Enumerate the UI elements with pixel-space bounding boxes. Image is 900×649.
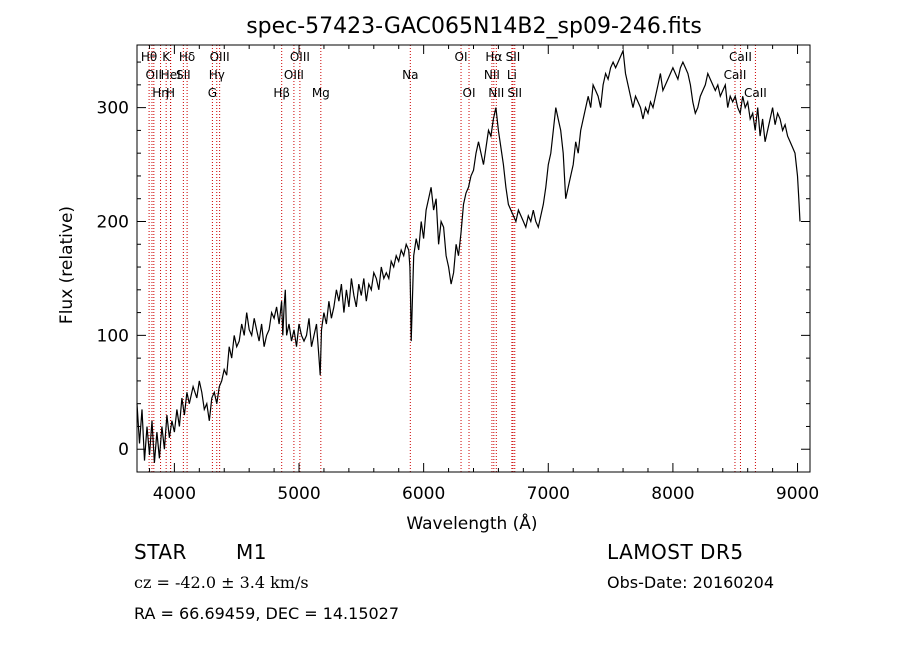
y-tick-label: 300 — [97, 99, 129, 119]
x-tick-label: 4000 — [153, 484, 196, 504]
object-class: STAR — [134, 540, 187, 564]
x-tick-label: 5000 — [277, 484, 320, 504]
line-marker-label: OI — [455, 50, 468, 64]
line-marker-label: NII — [488, 86, 504, 100]
axis-ticks: 4000 5000 6000 7000 8000 9000 0 100 200 300 — [97, 45, 819, 504]
line-marker-label: CaII — [729, 50, 752, 64]
line-marker-label: G — [208, 86, 217, 100]
y-axis-label: Flux (relative) — [57, 206, 77, 324]
observation-date: Obs-Date: 20160204 — [607, 573, 775, 592]
line-marker-label: NII — [484, 68, 500, 82]
spectrum-line — [136, 48, 801, 463]
line-marker-label: OIII — [210, 50, 230, 64]
line-marker-label: CaII — [724, 68, 747, 82]
line-marker-label: Na — [402, 68, 418, 82]
coordinates-readout: RA = 66.69459, DEC = 14.15027 — [134, 604, 400, 623]
line-marker-label: Hα — [485, 50, 502, 64]
line-marker-label: OIII — [284, 68, 304, 82]
line-marker-label: Li — [507, 68, 517, 82]
y-tick-label: 0 — [118, 440, 129, 460]
line-marker-label: OI — [463, 86, 476, 100]
x-tick-label: 7000 — [527, 484, 570, 504]
x-axis-label: Wavelength (Å) — [406, 512, 537, 534]
survey-name: LAMOST DR5 — [607, 540, 744, 564]
line-marker-label: Hβ — [273, 86, 290, 100]
line-marker-label: OII — [146, 68, 163, 82]
spectral-line-labels: HθOIIHηKHeIHSIIHδGHγOIIIHβOIIIOIIIMgNaOI… — [141, 50, 767, 100]
line-marker-label: SII — [507, 86, 522, 100]
y-tick-label: 100 — [97, 326, 129, 346]
plot-frame — [136, 44, 811, 473]
y-tick-label: 200 — [97, 212, 129, 232]
x-tick-label: 9000 — [776, 484, 819, 504]
line-marker-label: Hγ — [209, 68, 225, 82]
line-marker-label: Hη — [152, 86, 169, 100]
line-marker-label: H — [166, 86, 175, 100]
object-subclass: M1 — [236, 540, 267, 564]
line-marker-label: SII — [176, 68, 191, 82]
line-marker-label: K — [162, 50, 171, 64]
line-marker-label: OIII — [290, 50, 310, 64]
x-tick-label: 8000 — [651, 484, 694, 504]
line-marker-label: HeI — [161, 68, 181, 82]
line-marker-label: Hθ — [141, 50, 157, 64]
chart-title: spec-57423-GAC065N14B2_sp09-246.fits — [246, 14, 702, 39]
x-tick-label: 6000 — [402, 484, 445, 504]
line-marker-label: Hδ — [179, 50, 195, 64]
velocity-readout: cz = -42.0 ± 3.4 km/s — [134, 573, 309, 592]
spectral-line-markers — [148, 45, 756, 472]
line-marker-label: Mg — [312, 86, 330, 100]
line-marker-label: CaII — [744, 86, 767, 100]
line-marker-label: SII — [506, 50, 521, 64]
